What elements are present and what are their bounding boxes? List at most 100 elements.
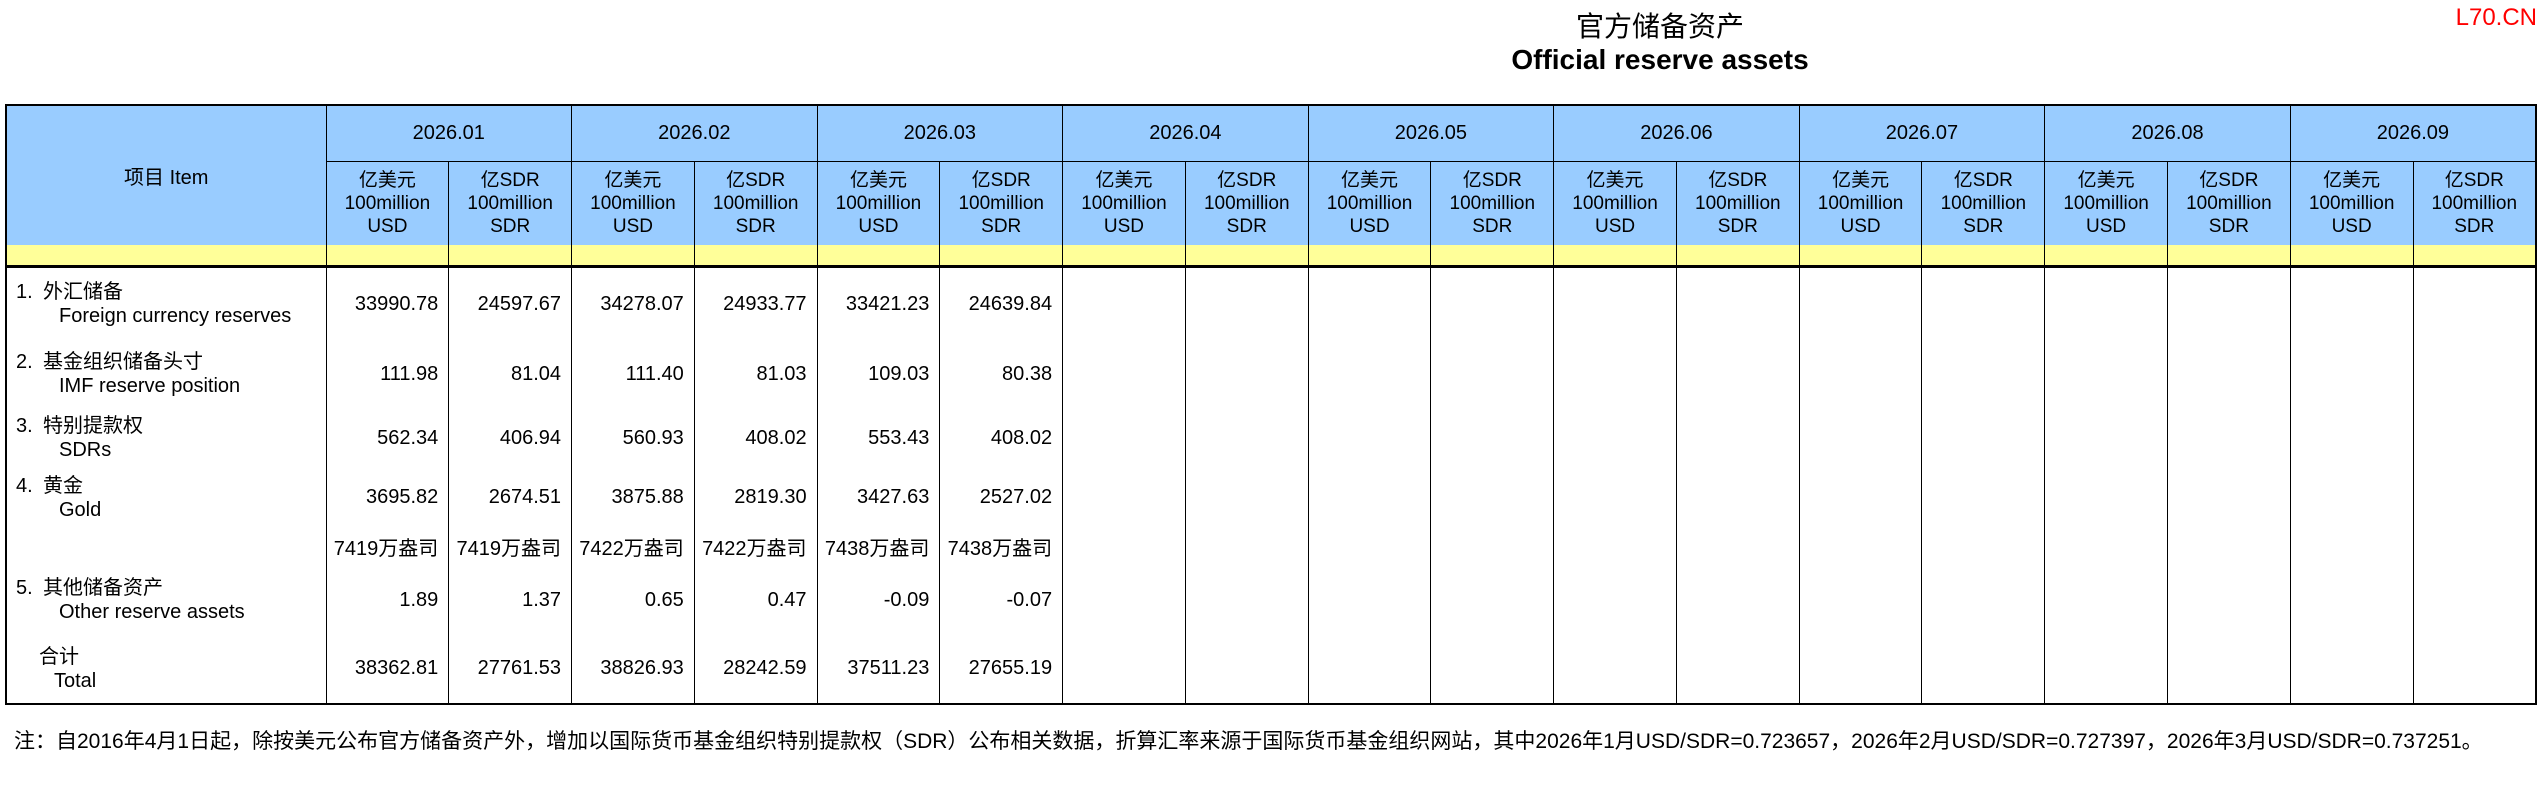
cell-foreign-currency-reserves-2026.07-sdr xyxy=(1921,266,2046,341)
cell-gold-2026.03-sdr: 2527.02 xyxy=(939,469,1064,526)
cell-foreign-currency-reserves-2026.07-usd xyxy=(1798,266,1923,341)
unit-header-usd-2026.06: 亿美元 100million USD xyxy=(1553,160,1677,245)
yellow-band-cell xyxy=(1430,245,1555,268)
cell-foreign-currency-reserves-2026.09-usd xyxy=(2289,266,2414,341)
cell-gold-2026.01-usd: 3695.82 xyxy=(325,469,450,526)
cell-gold-2026.04-usd xyxy=(1062,469,1186,526)
row-label-gold-ounces xyxy=(5,526,327,566)
cell-sdrs-2026.03-usd: 553.43 xyxy=(816,407,941,469)
cell-gold-ounces-2026.02-sdr: 7422万盎司 xyxy=(693,526,818,566)
cell-other-reserve-assets-2026.03-usd: -0.09 xyxy=(816,566,941,634)
cell-total-2026.05-usd xyxy=(1307,634,1432,704)
cell-imf-reserve-position-2026.06-sdr xyxy=(1675,341,1800,407)
cell-gold-2026.08-sdr xyxy=(2166,469,2291,526)
year-header-row: 项目 Item 2026.01 2026.02 2026.03 2026.04 2026… xyxy=(5,104,2537,245)
month-header-2026.04: 2026.04 xyxy=(1062,104,1309,162)
cell-gold-2026.07-usd xyxy=(1798,469,1923,526)
footnote: 注：自2016年4月1日起，除按美元公布官方储备资产外，增加以国际货币基金组织特… xyxy=(14,730,2483,753)
yellow-band-cell xyxy=(693,245,818,268)
cell-total-2026.09-sdr xyxy=(2412,634,2537,704)
yellow-band-cell xyxy=(1062,245,1186,268)
cell-gold-2026.06-sdr xyxy=(1675,469,1800,526)
cell-imf-reserve-position-2026.06-usd xyxy=(1553,341,1677,407)
cell-gold-2026.07-sdr xyxy=(1921,469,2046,526)
cell-foreign-currency-reserves-2026.01-sdr: 24597.67 xyxy=(448,266,573,341)
cell-total-2026.04-sdr xyxy=(1184,634,1309,704)
cell-gold-ounces-2026.09-sdr xyxy=(2412,526,2537,566)
cell-imf-reserve-position-2026.05-sdr xyxy=(1430,341,1555,407)
cell-other-reserve-assets-2026.06-sdr xyxy=(1675,566,1800,634)
yellow-band-cell xyxy=(1184,245,1309,268)
cell-other-reserve-assets-2026.06-usd xyxy=(1553,566,1677,634)
cell-total-2026.06-usd xyxy=(1553,634,1677,704)
cell-gold-2026.05-usd xyxy=(1307,469,1432,526)
row-foreign-currency-reserves: 1. 外汇储备 Foreign currency reserves 33990.78 2… xyxy=(5,266,2537,341)
month-header-2026.06: 2026.06 xyxy=(1553,104,1800,162)
cell-imf-reserve-position-2026.07-sdr xyxy=(1921,341,2046,407)
row-label-gold: 4. 黄金 Gold xyxy=(5,469,327,526)
month-header-2026.02: 2026.02 xyxy=(571,104,818,162)
cell-gold-ounces-2026.05-usd xyxy=(1307,526,1432,566)
cell-imf-reserve-position-2026.01-usd: 111.98 xyxy=(325,341,450,407)
cell-foreign-currency-reserves-2026.06-sdr xyxy=(1675,266,1800,341)
cell-gold-ounces-2026.03-usd: 7438万盎司 xyxy=(816,526,941,566)
unit-header-sdr-2026.08: 亿SDR 100million SDR xyxy=(2166,160,2291,245)
yellow-band-cell xyxy=(2044,245,2168,268)
unit-header-usd-2026.02: 亿美元 100million USD xyxy=(571,160,695,245)
yellow-band-cell xyxy=(939,245,1064,268)
cell-sdrs-2026.06-sdr xyxy=(1675,407,1800,469)
cell-other-reserve-assets-2026.01-sdr: 1.37 xyxy=(448,566,573,634)
cell-gold-2026.09-sdr xyxy=(2412,469,2537,526)
row-sdrs: 3. 特别提款权 SDRs 562.34 406.94 560.93 408.02 553.4… xyxy=(5,407,2537,469)
cell-imf-reserve-position-2026.08-usd xyxy=(2044,341,2168,407)
cell-gold-ounces-2026.03-sdr: 7438万盎司 xyxy=(939,526,1064,566)
unit-header-sdr-2026.06: 亿SDR 100million SDR xyxy=(1675,160,1800,245)
cell-gold-2026.06-usd xyxy=(1553,469,1677,526)
yellow-band-cell xyxy=(2412,245,2537,268)
cell-total-2026.03-sdr: 27655.19 xyxy=(939,634,1064,704)
cell-foreign-currency-reserves-2026.08-sdr xyxy=(2166,266,2291,341)
yellow-band-item-cell xyxy=(5,245,327,268)
unit-header-sdr-2026.05: 亿SDR 100million SDR xyxy=(1430,160,1555,245)
cell-foreign-currency-reserves-2026.06-usd xyxy=(1553,266,1677,341)
cell-imf-reserve-position-2026.05-usd xyxy=(1307,341,1432,407)
cell-other-reserve-assets-2026.01-usd: 1.89 xyxy=(325,566,450,634)
cell-imf-reserve-position-2026.03-sdr: 80.38 xyxy=(939,341,1064,407)
cell-other-reserve-assets-2026.08-sdr xyxy=(2166,566,2291,634)
cell-foreign-currency-reserves-2026.05-sdr xyxy=(1430,266,1555,341)
page-title-en: Official reserve assets xyxy=(1511,44,1809,75)
cell-other-reserve-assets-2026.07-usd xyxy=(1798,566,1923,634)
yellow-band-cell xyxy=(1798,245,1923,268)
cell-other-reserve-assets-2026.07-sdr xyxy=(1921,566,2046,634)
page-title-zh: 官方储备资产 xyxy=(1575,11,1744,42)
cell-other-reserve-assets-2026.05-sdr xyxy=(1430,566,1555,634)
item-column-header: 项目 Item xyxy=(5,104,327,245)
cell-gold-ounces-2026.08-usd xyxy=(2044,526,2168,566)
unit-header-sdr-2026.07: 亿SDR 100million SDR xyxy=(1921,160,2046,245)
cell-sdrs-2026.03-sdr: 408.02 xyxy=(939,407,1064,469)
cell-gold-2026.04-sdr xyxy=(1184,469,1309,526)
cell-imf-reserve-position-2026.04-usd xyxy=(1062,341,1186,407)
row-imf-reserve-position: 2. 基金组织储备头寸 IMF reserve position 111.98 81.0… xyxy=(5,341,2537,407)
cell-imf-reserve-position-2026.09-usd xyxy=(2289,341,2414,407)
cell-gold-2026.01-sdr: 2674.51 xyxy=(448,469,573,526)
unit-header-sdr-2026.09: 亿SDR 100million SDR xyxy=(2412,160,2537,245)
cell-total-2026.02-usd: 38826.93 xyxy=(571,634,695,704)
cell-gold-2026.05-sdr xyxy=(1430,469,1555,526)
cell-total-2026.07-usd xyxy=(1798,634,1923,704)
cell-sdrs-2026.09-usd xyxy=(2289,407,2414,469)
month-header-2026.05: 2026.05 xyxy=(1307,104,1555,162)
cell-foreign-currency-reserves-2026.01-usd: 33990.78 xyxy=(325,266,450,341)
cell-imf-reserve-position-2026.08-sdr xyxy=(2166,341,2291,407)
cell-sdrs-2026.06-usd xyxy=(1553,407,1677,469)
cell-gold-2026.08-usd xyxy=(2044,469,2168,526)
unit-header-sdr-2026.03: 亿SDR 100million SDR xyxy=(939,160,1064,245)
cell-sdrs-2026.07-usd xyxy=(1798,407,1923,469)
cell-imf-reserve-position-2026.01-sdr: 81.04 xyxy=(448,341,573,407)
row-other-reserve-assets: 5. 其他储备资产 Other reserve assets 1.89 1.37 0.65… xyxy=(5,566,2537,634)
cell-gold-ounces-2026.06-sdr xyxy=(1675,526,1800,566)
row-label-total: 合计 Total xyxy=(5,634,327,704)
cell-total-2026.06-sdr xyxy=(1675,634,1800,704)
cell-other-reserve-assets-2026.05-usd xyxy=(1307,566,1432,634)
cell-sdrs-2026.08-usd xyxy=(2044,407,2168,469)
